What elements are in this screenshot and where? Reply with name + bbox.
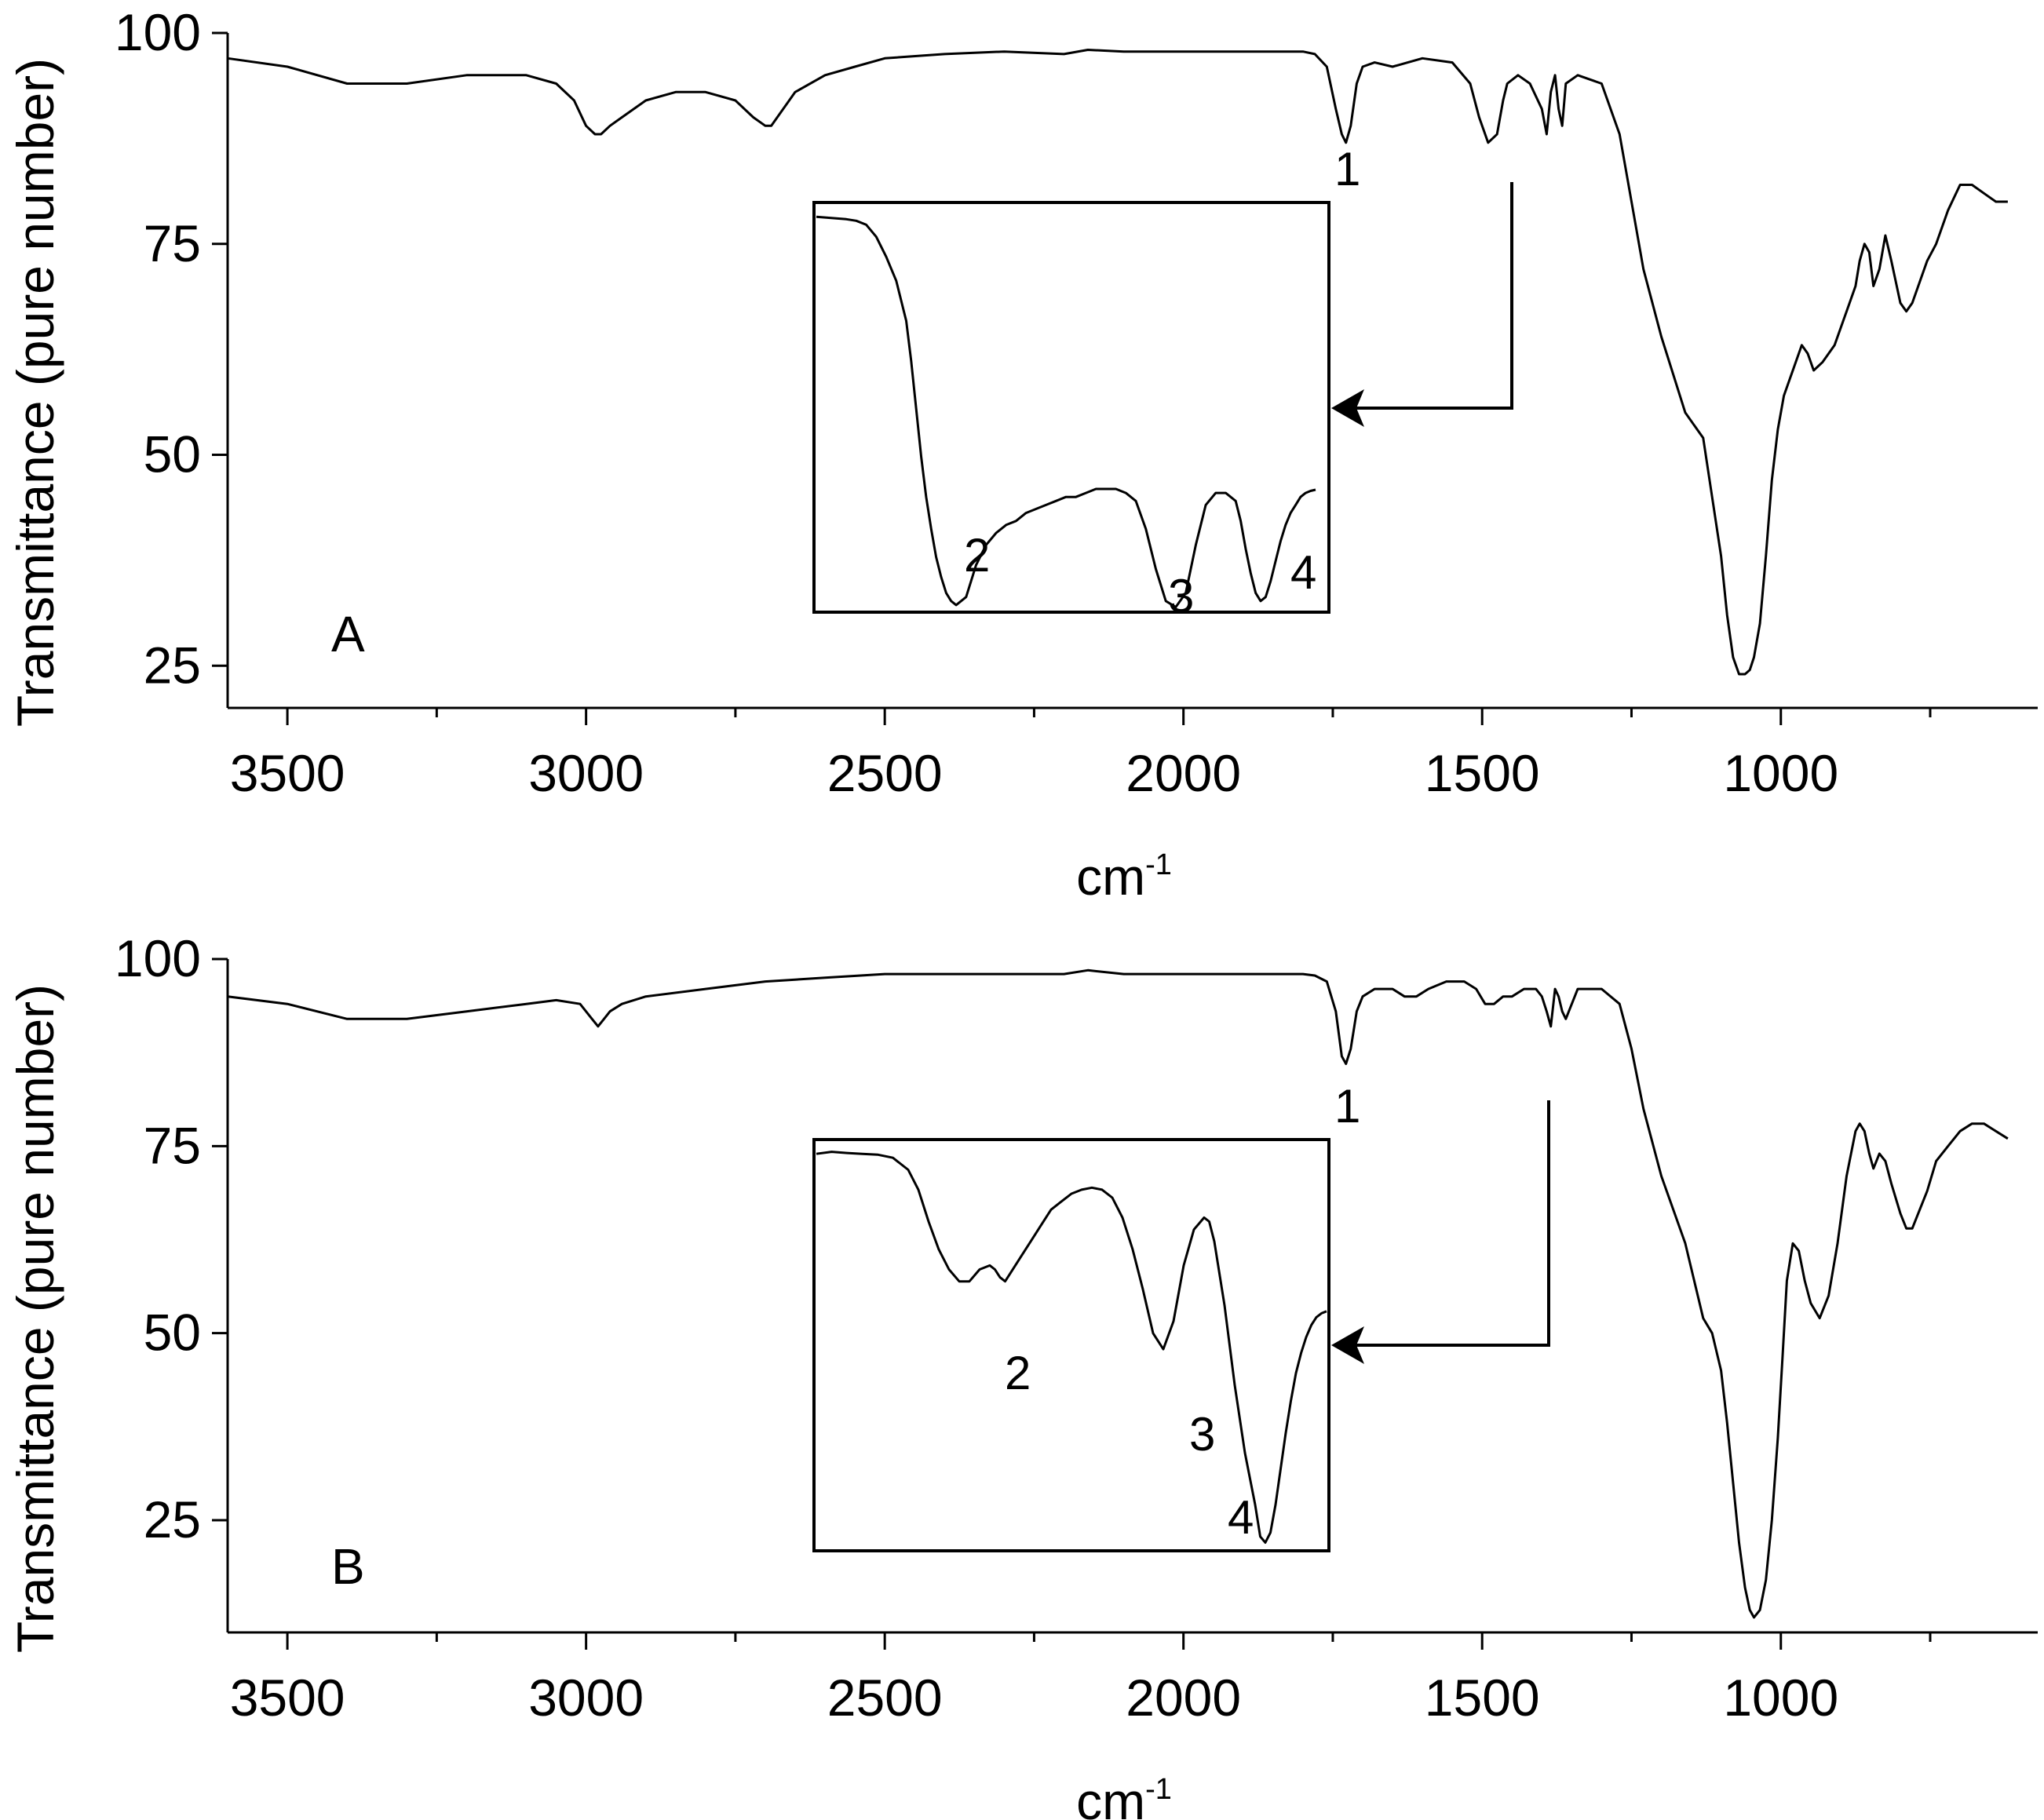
peak-label-2-b: 2: [1005, 1347, 1031, 1399]
inset-box-b: [812, 1138, 1330, 1552]
x-tick-label-b: 1500: [1425, 1669, 1540, 1727]
y-tick-label-a: 75: [144, 214, 201, 272]
y-tick-label-a: 50: [144, 425, 201, 483]
peak-label-1-b: 1: [1334, 1080, 1360, 1132]
panel-label-b: B: [331, 1538, 365, 1595]
inset-arrow-b: [1334, 1100, 1550, 1347]
panel-label-a: A: [331, 606, 365, 662]
x-tick-label-a: 3500: [230, 744, 345, 802]
inset-spectrum-b: [816, 1151, 1327, 1544]
x-tick-label-b: 3500: [230, 1669, 345, 1727]
axes-b: 3500 3000 2500 2000 1500 1000 100 75 50 25: [115, 929, 2038, 1727]
x-tick-label-a: 2000: [1126, 744, 1241, 802]
peak-label-2-a: 2: [964, 529, 990, 582]
arrow-head-b: [1331, 1326, 1364, 1364]
y-tick-label-b: 100: [115, 929, 201, 987]
x-tick-label-a: 3000: [528, 744, 644, 802]
x-axis-unit-exponent-b: -1: [1145, 1773, 1172, 1806]
x-axis-unit-exponent-a: -1: [1145, 848, 1172, 881]
x-axis-unit-a: cm: [1076, 848, 1145, 906]
x-axis-label-a: cm-1: [1076, 848, 1172, 906]
inset-box-a: [812, 201, 1330, 614]
x-tick-label-b: 2000: [1126, 1669, 1241, 1727]
x-tick-label-b: 2500: [827, 1669, 943, 1727]
chart-panel-b: 3500 3000 2500 2000 1500 1000 100 75 50 25 B Tran…: [6, 929, 2038, 1820]
y-tick-label-a: 25: [144, 636, 201, 694]
arrow-head-a: [1331, 389, 1364, 427]
peak-label-4-a: 4: [1290, 546, 1316, 599]
spectrum-line-b: [227, 968, 2009, 1619]
x-axis-unit-b: cm: [1076, 1772, 1145, 1820]
y-axis-label-a: Transmittance (pure number): [6, 58, 64, 727]
y-tick-label-b: 50: [144, 1304, 201, 1362]
x-tick-label-b: 1000: [1723, 1669, 1838, 1727]
peak-label-1-a: 1: [1334, 143, 1360, 195]
y-tick-label-a: 100: [115, 3, 201, 61]
chart-panel-a: 3500 3000 2500 2000 1500 1000 100 75 50 25 A Tran…: [6, 3, 2038, 906]
y-tick-label-b: 25: [144, 1490, 201, 1548]
y-tick-label-b: 75: [144, 1116, 201, 1174]
inset-arrow-a: [1334, 182, 1513, 410]
inset-spectrum-a: [816, 215, 1316, 608]
axes-a: 3500 3000 2500 2000 1500 1000 100 75 50 25: [115, 3, 2038, 802]
spectrum-line-a: [227, 49, 2008, 676]
x-tick-label-b: 3000: [528, 1669, 644, 1727]
peak-label-3-a: 3: [1168, 570, 1194, 622]
peak-label-3-b: 3: [1189, 1408, 1215, 1461]
x-tick-label-a: 2500: [827, 744, 943, 802]
x-tick-label-a: 1500: [1425, 744, 1540, 802]
x-tick-label-a: 1000: [1723, 744, 1838, 802]
peak-label-4-b: 4: [1228, 1491, 1254, 1544]
x-axis-label-b: cm-1: [1076, 1772, 1172, 1820]
y-axis-label-b: Transmittance (pure number): [6, 984, 64, 1653]
